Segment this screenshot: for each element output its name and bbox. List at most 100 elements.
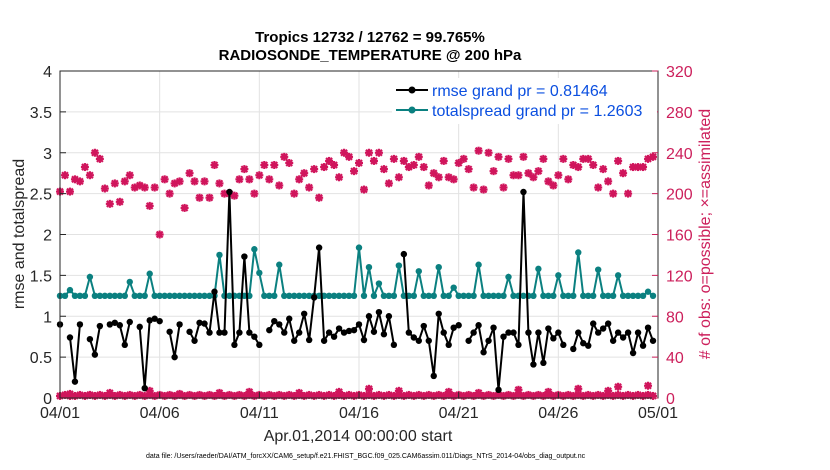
rmse-point xyxy=(350,326,358,334)
totalspread-point xyxy=(505,273,512,281)
rmse-point xyxy=(241,253,248,260)
rmse-point xyxy=(624,329,632,336)
totalspread-point xyxy=(271,292,278,300)
x-tick-label: 05/01 xyxy=(638,405,678,422)
obs-count-high-marker xyxy=(564,175,573,184)
obs-count-high-marker xyxy=(180,203,189,212)
totalspread-point xyxy=(495,292,502,300)
totalspread-point xyxy=(71,292,79,300)
rmse-point xyxy=(151,315,158,322)
obs-count-high-marker xyxy=(394,173,403,182)
totalspread-point xyxy=(370,292,378,300)
totalspread-point xyxy=(206,292,213,300)
rmse-point xyxy=(116,322,124,329)
obs-count-high-marker xyxy=(444,173,453,182)
obs-count-high-marker xyxy=(619,169,628,178)
obs-count-low-spike-marker xyxy=(514,385,523,394)
rmse-point xyxy=(206,329,213,336)
obs-count-high-marker xyxy=(195,193,204,202)
obs-marker-d2 xyxy=(165,391,174,399)
x-axis-label: Apr.01,2014 00:00:00 start xyxy=(264,428,453,445)
totalspread-point xyxy=(480,292,487,300)
rmse-point xyxy=(305,336,313,344)
obs-marker-d2 xyxy=(125,391,134,399)
rmse-point xyxy=(221,329,228,336)
obs-marker-d2 xyxy=(514,171,523,180)
obs-marker-d2 xyxy=(544,177,553,186)
x-tick-label: 04/01 xyxy=(40,405,80,422)
obs-count-high-marker xyxy=(215,179,224,188)
obs-marker-d2 xyxy=(345,153,353,161)
obs-marker-d2 xyxy=(180,204,189,212)
totalspread-point xyxy=(86,273,94,281)
totalspread-point xyxy=(281,292,288,300)
obs-marker-d2 xyxy=(574,391,583,399)
totalspread-point xyxy=(599,292,607,300)
totalspread-point xyxy=(171,292,178,300)
obs-count-high-marker xyxy=(260,161,269,170)
obs-marker-d2 xyxy=(175,177,184,186)
series-lines xyxy=(56,188,657,394)
obs-count-high-marker xyxy=(175,177,184,186)
obs-marker-d2 xyxy=(335,388,343,396)
obs-marker-d2 xyxy=(230,191,239,200)
obs-count-high-marker xyxy=(115,197,124,206)
obs-count-high-marker xyxy=(120,177,129,186)
obs-marker-d2 xyxy=(499,183,508,192)
obs-marker-d2 xyxy=(434,391,443,399)
totalspread-point xyxy=(196,292,203,300)
totalspread-point xyxy=(161,292,168,300)
rmse-point xyxy=(281,329,288,336)
obs-count-high-marker xyxy=(599,165,608,174)
obs-count-high-marker xyxy=(484,148,493,157)
rmse-point xyxy=(325,329,333,336)
obs-marker-d2 xyxy=(205,391,214,399)
obs-marker-d2 xyxy=(255,171,264,180)
obs-marker-d2 xyxy=(390,155,398,163)
rmse-point xyxy=(91,351,99,358)
obs-marker-d2 xyxy=(195,391,204,399)
obs-marker-d2 xyxy=(81,163,89,171)
rmse-point xyxy=(405,329,413,336)
obs-marker-d2 xyxy=(61,171,69,180)
obs-count-low-spike-marker xyxy=(544,387,553,396)
legend-box xyxy=(392,78,657,124)
obs-marker-d2 xyxy=(395,387,403,395)
y-right-tick-label: 40 xyxy=(666,350,684,367)
totalspread-point xyxy=(624,292,632,300)
rmse-point xyxy=(619,334,627,341)
obs-marker-d2 xyxy=(66,187,74,196)
rmse-point xyxy=(380,331,388,338)
obs-count-high-marker xyxy=(529,173,538,182)
obs-count-low-spike-marker xyxy=(105,388,114,397)
totalspread-point xyxy=(644,288,652,295)
y-tick-label: 2.5 xyxy=(30,187,52,204)
obs-marker-d2 xyxy=(504,155,513,163)
obs-marker-d2 xyxy=(260,161,269,169)
obs-count-high-marker xyxy=(374,148,383,157)
y-right-tick-label: 320 xyxy=(666,64,693,81)
totalspread-point xyxy=(61,292,69,300)
rmse-point xyxy=(629,349,637,357)
obs-count-high-marker xyxy=(504,154,513,163)
obs-marker-d2 xyxy=(494,391,503,399)
obs-count-high-marker xyxy=(474,146,483,155)
rmse-point xyxy=(76,321,84,328)
rmse-point xyxy=(644,324,652,331)
y-tick-label: 0 xyxy=(43,391,52,408)
obs-count-high-marker xyxy=(85,171,94,180)
obs-marker-d2 xyxy=(479,185,488,194)
obs-marker-d2 xyxy=(240,165,249,173)
obs-marker-d2 xyxy=(135,181,144,190)
totalspread-point xyxy=(81,292,89,300)
rmse-point xyxy=(485,337,492,344)
rmse-point xyxy=(609,337,617,344)
rmse-point xyxy=(360,336,368,344)
totalspread-point xyxy=(614,272,622,279)
obs-marker-d2 xyxy=(280,153,289,161)
obs-count-high-marker xyxy=(280,152,289,161)
totalspread-point xyxy=(350,292,358,300)
obs-marker-d2 xyxy=(285,391,294,399)
rmse-point xyxy=(500,333,507,340)
totalspread-point xyxy=(550,292,557,300)
